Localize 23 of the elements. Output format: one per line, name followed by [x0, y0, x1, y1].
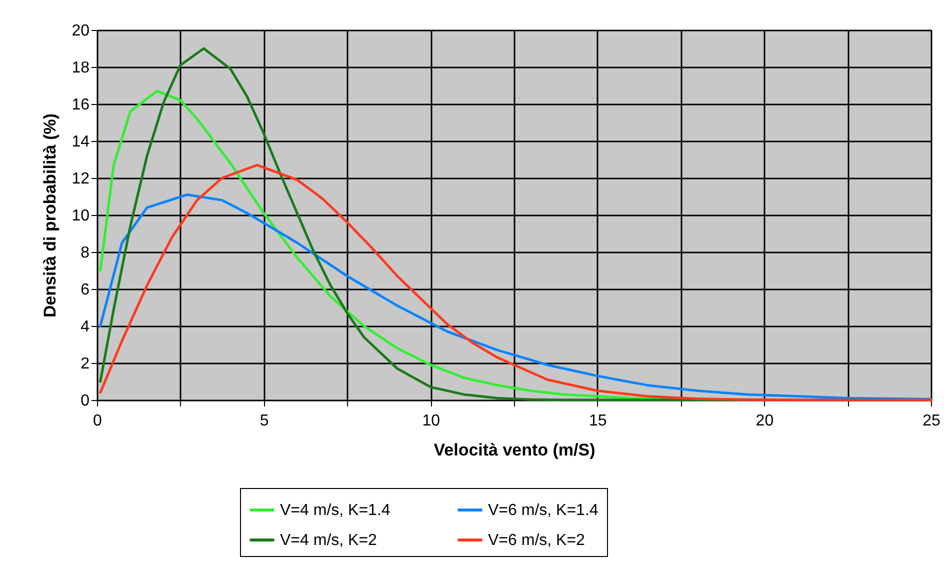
y-tick-label: 4: [80, 318, 90, 336]
x-tick-label: 20: [756, 412, 774, 430]
x-tick-label: 5: [260, 412, 269, 430]
y-tick-label: 8: [80, 244, 90, 262]
y-tick-label: 18: [72, 60, 90, 76]
y-tick-label: 12: [72, 170, 90, 188]
x-tick-label: 15: [589, 412, 607, 430]
y-tick-label: 6: [80, 282, 90, 298]
y-tick-label: 2: [80, 356, 90, 372]
legend-label: V=6 m/s, K=2: [488, 532, 586, 549]
x-axis-title: Velocità vento (m/S): [434, 440, 596, 460]
legend-label: V=4 m/s, K=1.4: [280, 502, 390, 519]
legend-label: V=4 m/s, K=2: [280, 532, 378, 549]
legend-label: V=6 m/s, K=1.4: [488, 502, 598, 519]
x-tick-label: 0: [93, 412, 102, 430]
y-tick-label: 16: [72, 96, 90, 114]
x-tick-label: 10: [422, 412, 440, 430]
y-tick-label: 10: [72, 208, 90, 224]
x-tick-label: 25: [922, 412, 940, 430]
y-tick-label: 20: [72, 22, 90, 40]
y-axis-title: Densità di probabilità (%): [40, 113, 60, 318]
y-tick-label: 14: [72, 134, 90, 150]
y-tick-label: 0: [80, 392, 90, 410]
